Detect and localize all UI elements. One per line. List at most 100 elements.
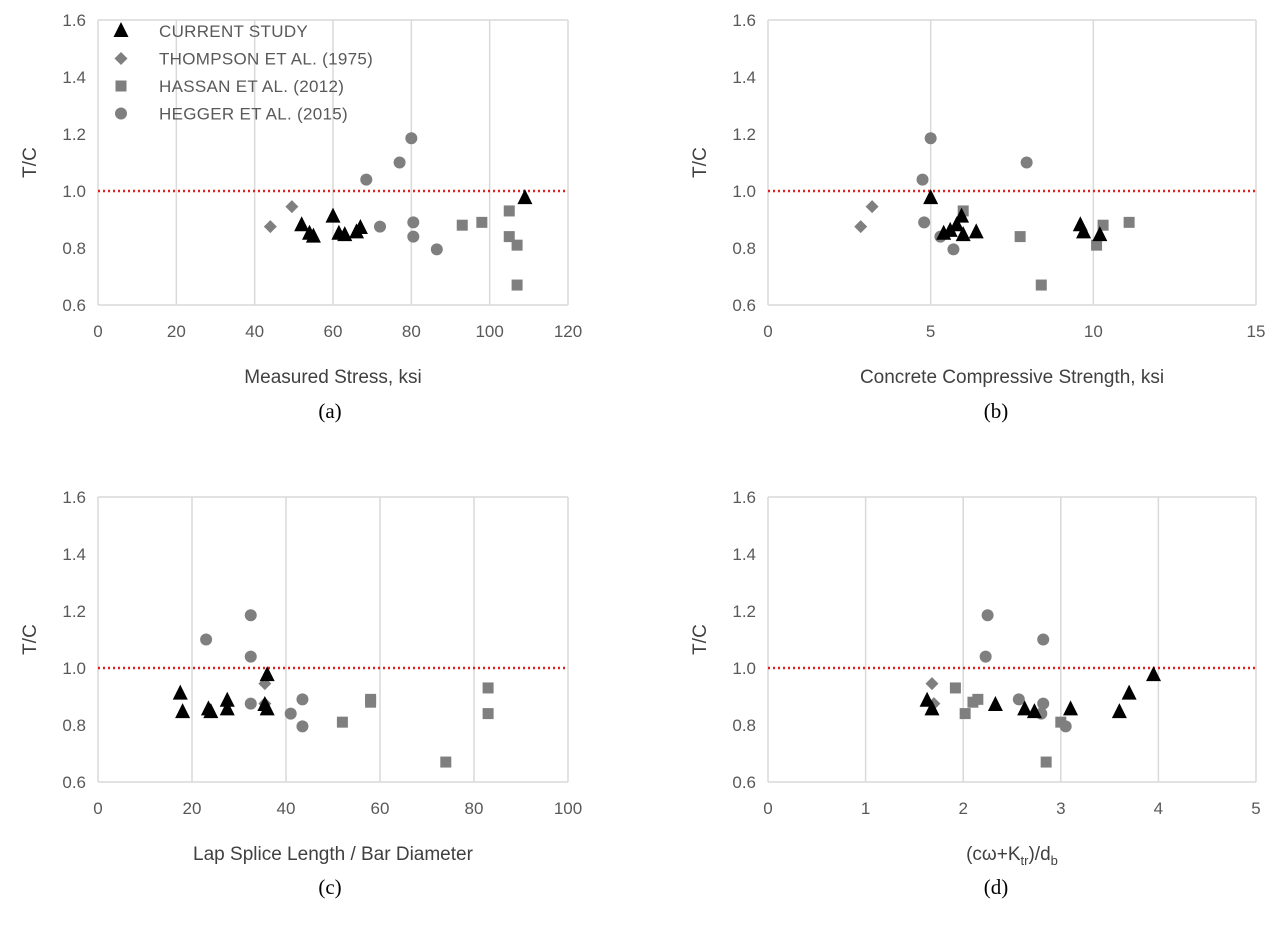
x-tick-label: 0 (93, 322, 102, 341)
data-point (352, 219, 368, 235)
data-point (305, 227, 321, 243)
data-point (365, 696, 377, 708)
panel-caption: (a) (318, 399, 341, 423)
data-point (981, 609, 994, 622)
series-hassan (336, 682, 494, 768)
y-tick-label: 0.6 (62, 773, 86, 792)
data-point (1059, 720, 1072, 733)
chart-panel-b: 0.6 0.8 1.0 1.2 1.4 1.6 0 5 10 15 T/C Concrete Comp… (690, 11, 1265, 423)
data-point (1040, 756, 1052, 768)
x-tick-label: 20 (183, 799, 202, 818)
x-axis-label: Lap Splice Length / Bar Diameter (193, 844, 474, 865)
legend-label: THOMPSON ET AL. (1975) (159, 50, 373, 69)
series-thompson (263, 200, 299, 234)
data-point (200, 633, 213, 646)
x-tick-label: 120 (554, 322, 582, 341)
data-point (854, 220, 868, 234)
data-point (1123, 216, 1135, 228)
series-hegger (979, 609, 1072, 733)
data-point (374, 220, 386, 233)
series-hegger (916, 132, 1033, 256)
chart-panel-d: 0.6 0.8 1.0 1.2 1.4 1.6 0 1 2 3 4 5 T/C (cω+Ktr)/db (d… (690, 488, 1261, 899)
series-current (172, 666, 275, 719)
legend-label: CURRENT STUDY (159, 22, 308, 41)
data-point (325, 207, 341, 223)
legend-marker (114, 52, 128, 65)
data-point (949, 682, 961, 694)
y-tick-label: 1.0 (62, 659, 86, 678)
y-tick-label: 1.2 (62, 602, 86, 621)
data-point (1076, 223, 1092, 239)
x-tick-label: 40 (245, 322, 264, 341)
legend-entry-hegger: HEGGER ET AL. (2015) (115, 105, 348, 124)
x-tick-label: 4 (1154, 799, 1163, 818)
data-point (175, 703, 191, 719)
data-point (924, 132, 937, 145)
data-point (1097, 219, 1109, 231)
y-axis-label: T/C (690, 624, 711, 655)
data-point (959, 708, 971, 720)
y-tick-label: 0.6 (732, 773, 756, 792)
data-point (1035, 279, 1047, 291)
data-point (336, 716, 348, 728)
data-point (244, 697, 257, 710)
data-point (407, 230, 420, 243)
y-tick-label: 0.6 (62, 296, 86, 315)
legend-label: HEGGER ET AL. (2015) (159, 105, 348, 124)
data-point (955, 226, 971, 242)
data-point (172, 684, 188, 700)
y-tick-label: 0.8 (732, 716, 756, 735)
y-tick-label: 0.8 (62, 716, 86, 735)
data-point (482, 682, 494, 694)
data-point (925, 677, 939, 691)
data-point (337, 226, 353, 242)
y-axis-label: T/C (20, 624, 41, 655)
data-point (1037, 633, 1050, 646)
legend-label: HASSAN ET AL. (2012) (159, 77, 344, 96)
y-tick-label: 1.2 (732, 602, 756, 621)
legend-entry-thompson: THOMPSON ET AL. (1975) (114, 50, 373, 69)
data-point (259, 700, 275, 716)
data-point (949, 216, 965, 232)
x-tick-label: 20 (167, 322, 186, 341)
x-tick-label: 60 (324, 322, 343, 341)
data-point (1121, 684, 1137, 700)
data-point (1026, 703, 1042, 719)
data-point (393, 156, 406, 169)
data-point (972, 693, 984, 705)
data-point (405, 132, 418, 145)
x-tick-label: 60 (371, 799, 390, 818)
series-current (923, 189, 1108, 242)
series-hassan (456, 205, 523, 291)
data-point (1020, 156, 1033, 169)
legend-marker (115, 107, 127, 120)
data-point (263, 220, 277, 234)
data-point (244, 650, 257, 663)
x-tick-label: 0 (763, 322, 772, 341)
chart-panel-c: 0.6 0.8 1.0 1.2 1.4 1.6 0 20 40 60 80 100 T/C Lap Spl… (20, 488, 582, 899)
data-point (503, 205, 515, 217)
legend: CURRENT STUDY THOMPSON ET AL. (1975) HASSA… (113, 22, 373, 124)
legend-entry-current: CURRENT STUDY (113, 22, 308, 41)
x-tick-label: 0 (93, 799, 102, 818)
data-point (947, 243, 960, 256)
y-tick-label: 0.8 (62, 239, 86, 258)
data-point (430, 243, 443, 256)
y-tick-label: 0.8 (732, 239, 756, 258)
x-tick-label: 3 (1056, 799, 1065, 818)
y-tick-label: 1.4 (732, 68, 756, 87)
x-axis-label: Concrete Compressive Strength, ksi (860, 367, 1164, 388)
chart-panel-a: 0.6 0.8 1.0 1.2 1.4 1.6 0 20 40 60 80 100 120 T/C Meas… (20, 11, 582, 423)
y-tick-label: 1.6 (732, 11, 756, 30)
series-hegger (200, 609, 309, 733)
data-point (244, 609, 257, 622)
data-point (1012, 693, 1025, 706)
data-point (1146, 666, 1162, 682)
x-tick-label: 5 (1251, 799, 1260, 818)
data-point (918, 216, 931, 229)
y-tick-label: 1.6 (62, 488, 86, 507)
series-current (294, 189, 533, 243)
x-tick-label: 2 (958, 799, 967, 818)
data-point (1092, 226, 1108, 242)
x-tick-label: 5 (926, 322, 935, 341)
